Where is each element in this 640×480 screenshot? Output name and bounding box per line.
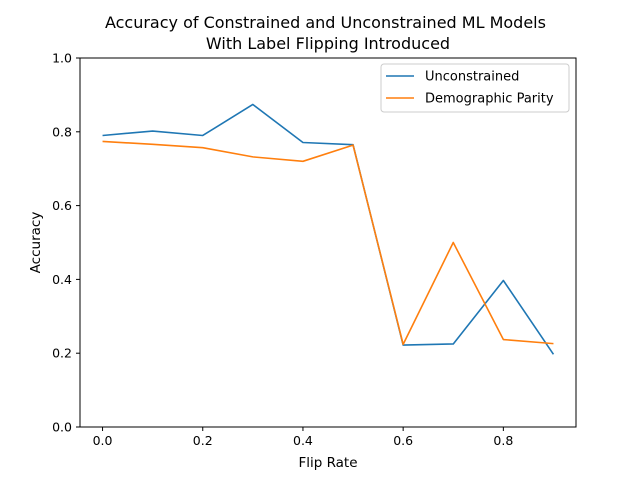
series-line-demographic-parity	[102, 140, 554, 346]
x-tick-label: 0.0	[93, 433, 113, 448]
chart-title-line-2: With Label Flipping Introduced	[206, 34, 450, 53]
legend-frame	[380, 63, 570, 113]
y-tick-label: 0.2	[52, 346, 72, 361]
x-axis-label: Flip Rate	[298, 455, 357, 471]
y-axis-label: Accuracy	[28, 212, 44, 274]
y-tick-label: 0.0	[52, 420, 72, 435]
y-tick-label: 0.6	[52, 198, 72, 213]
y-tick-label: 1.0	[52, 51, 72, 66]
legend-label: Unconstrained	[425, 70, 519, 85]
y-tick-label: 0.8	[52, 124, 72, 139]
series-line-unconstrained	[102, 103, 555, 355]
chart-title-line-1: Accuracy of Constrained and Unconstraine…	[105, 13, 546, 32]
legend-label: Demographic Parity	[425, 92, 554, 107]
x-tick-label: 0.8	[493, 433, 513, 448]
legend: Unconstrained Demographic Parity	[380, 63, 570, 113]
y-axis: 0.0 0.2 0.4 0.6 0.8 1.0	[52, 51, 80, 435]
x-axis: 0.0 0.2 0.4 0.6 0.8	[93, 427, 513, 448]
x-tick-label: 0.6	[393, 433, 413, 448]
chart-title: Accuracy of Constrained and Unconstraine…	[105, 13, 551, 53]
plot-area-frame	[79, 57, 577, 428]
x-tick-label: 0.4	[293, 433, 313, 448]
y-tick-label: 0.4	[52, 272, 72, 287]
x-tick-label: 0.2	[193, 433, 213, 448]
series-lines	[102, 103, 555, 355]
